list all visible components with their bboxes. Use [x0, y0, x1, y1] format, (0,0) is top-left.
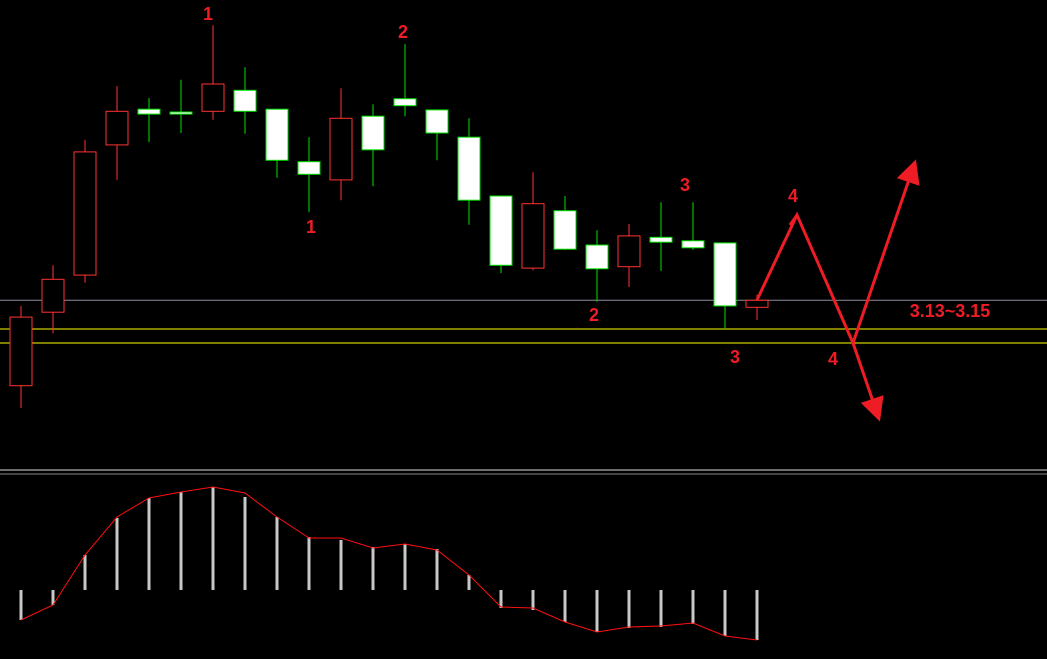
- candle-body: [617, 235, 641, 268]
- wave-label: 2: [398, 22, 408, 42]
- wave-label: 3: [730, 347, 740, 367]
- price-panel: [0, 25, 1047, 409]
- arrow: [851, 342, 884, 422]
- projection-arrows: [755, 159, 920, 422]
- candle-body: [297, 161, 321, 175]
- candle-body: [329, 117, 353, 181]
- wave-label: 3.13~3.15: [910, 301, 991, 321]
- candle-body: [73, 151, 97, 276]
- candle-body: [361, 115, 385, 151]
- candle-body: [41, 278, 65, 313]
- candle-body: [585, 244, 609, 270]
- wave-label: 1: [203, 4, 213, 24]
- wave-label: 2: [589, 305, 599, 325]
- candle-body: [137, 108, 161, 115]
- candle-body: [457, 136, 481, 201]
- candle-body: [713, 242, 737, 307]
- candle-body: [201, 83, 225, 112]
- arrow-tip: [788, 214, 799, 226]
- candle-body: [265, 108, 289, 161]
- candle-body: [169, 111, 193, 115]
- macd-panel: [19, 486, 759, 641]
- candle-body: [521, 203, 545, 269]
- candle-body: [553, 210, 577, 250]
- wave-label: 1: [306, 217, 316, 237]
- wave-label: 3: [680, 175, 690, 195]
- candle-body: [681, 240, 705, 249]
- candle-body: [233, 89, 257, 112]
- wave-label: 4: [788, 186, 798, 206]
- candle-body: [489, 195, 513, 266]
- candle-body: [9, 316, 33, 387]
- macd-line: [20, 486, 758, 641]
- candle-body: [649, 236, 673, 243]
- candle-body: [105, 110, 129, 146]
- candle-body: [425, 109, 449, 134]
- arrow: [755, 159, 920, 348]
- annotations: 1 1 2 2 3 3 4 4 3.13~3.15: [203, 4, 990, 369]
- wave-label: 4: [828, 349, 838, 369]
- candle-body: [745, 299, 769, 308]
- candle-body: [393, 98, 417, 107]
